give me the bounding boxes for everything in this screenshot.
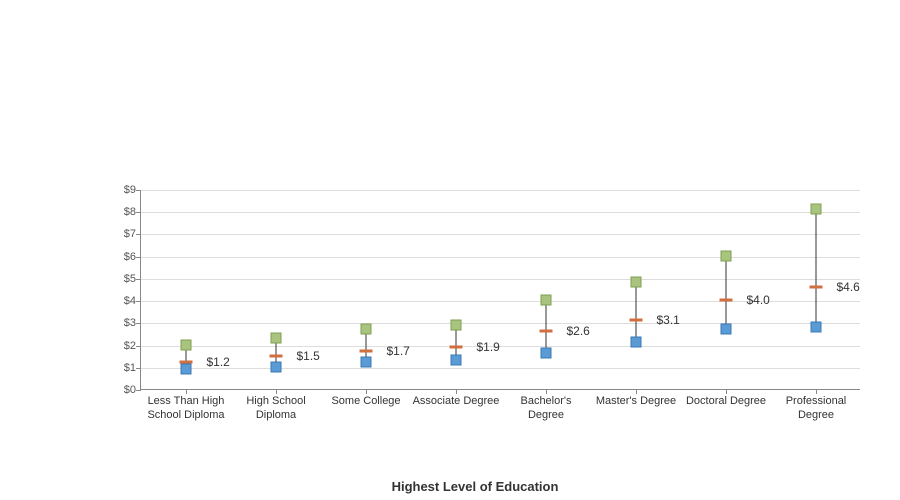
category-column: $2.6Bachelor's Degree [501, 190, 591, 389]
mid-marker [450, 345, 463, 348]
value-label: $1.7 [387, 344, 410, 358]
category-column: $1.2Less Than High School Diploma [141, 190, 231, 389]
category-column: $4.0Doctoral Degree [681, 190, 771, 389]
y-tick-label: $1 [101, 362, 136, 374]
y-tick-label: $7 [101, 228, 136, 240]
high-marker [451, 319, 462, 330]
high-marker [181, 339, 192, 350]
plot-area: $0$1$2$3$4$5$6$7$8$9$1.2Less Than High S… [140, 190, 860, 390]
value-label: $4.6 [837, 280, 860, 294]
chart-container: $0$1$2$3$4$5$6$7$8$9$1.2Less Than High S… [90, 190, 860, 480]
range-stem [726, 257, 727, 330]
x-tick-label: High School Diploma [231, 389, 321, 423]
low-marker [541, 348, 552, 359]
y-tick-label: $6 [101, 251, 136, 263]
category-column: $1.7Some College [321, 190, 411, 389]
high-marker [361, 324, 372, 335]
high-marker [631, 277, 642, 288]
value-label: $4.0 [747, 293, 770, 307]
y-tick-label: $9 [101, 184, 136, 196]
value-label: $2.6 [567, 324, 590, 338]
value-label: $1.2 [207, 355, 230, 369]
low-marker [721, 324, 732, 335]
value-label: $3.1 [657, 313, 680, 327]
high-marker [721, 250, 732, 261]
mid-marker [810, 285, 823, 288]
x-tick-label: Professional Degree [771, 389, 861, 423]
mid-marker [630, 319, 643, 322]
low-marker [271, 361, 282, 372]
x-tick-label: Master's Degree [591, 389, 681, 409]
mid-marker [270, 354, 283, 357]
range-stem [636, 283, 637, 343]
x-tick-label: Bachelor's Degree [501, 389, 591, 423]
mid-marker [360, 350, 373, 353]
x-tick-label: Less Than High School Diploma [141, 389, 231, 423]
mid-marker [540, 330, 553, 333]
value-label: $1.9 [477, 340, 500, 354]
x-tick-label: Some College [321, 389, 411, 409]
high-marker [541, 295, 552, 306]
range-stem [546, 301, 547, 354]
mid-marker [720, 299, 733, 302]
category-column: $1.9Associate Degree [411, 190, 501, 389]
y-tick-label: $4 [101, 295, 136, 307]
y-tick-label: $2 [101, 340, 136, 352]
y-tick-label: $8 [101, 206, 136, 218]
x-axis-title: Highest Level of Education [90, 479, 860, 494]
category-column: $3.1Master's Degree [591, 190, 681, 389]
high-marker [811, 204, 822, 215]
value-label: $1.5 [297, 349, 320, 363]
range-stem [816, 210, 817, 328]
y-tick-label: $3 [101, 317, 136, 329]
y-tick-label: $0 [101, 384, 136, 396]
y-tick-label: $5 [101, 273, 136, 285]
category-column: $4.6Professional Degree [771, 190, 861, 389]
low-marker [181, 364, 192, 375]
low-marker [361, 357, 372, 368]
low-marker [451, 355, 462, 366]
high-marker [271, 332, 282, 343]
category-column: $1.5High School Diploma [231, 190, 321, 389]
low-marker [631, 337, 642, 348]
x-tick-label: Associate Degree [411, 389, 501, 409]
low-marker [811, 321, 822, 332]
x-tick-label: Doctoral Degree [681, 389, 771, 409]
